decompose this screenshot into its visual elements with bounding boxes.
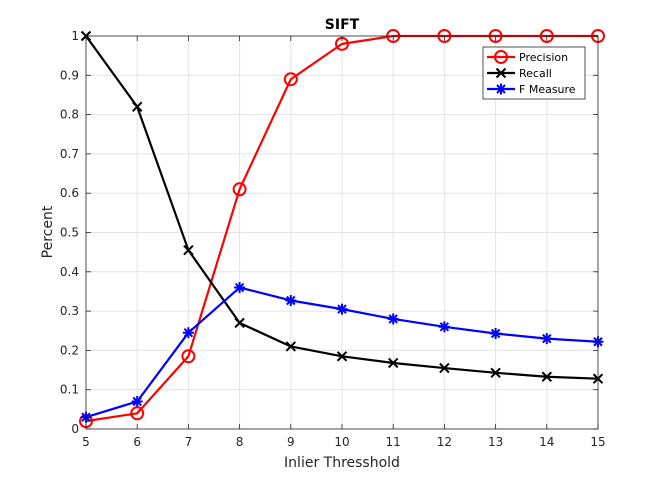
y-tick-label: 0.5 <box>60 226 79 240</box>
legend-entry-f-measure: F Measure <box>487 83 576 96</box>
precision-point <box>283 72 298 87</box>
y-tick-label: 0.2 <box>60 343 79 357</box>
x-tick-label: 6 <box>133 435 141 449</box>
y-tick-label: 0.3 <box>60 304 79 318</box>
legend-label: Precision <box>519 51 568 64</box>
y-tick-label: 0.9 <box>60 68 79 82</box>
x-tick-label: 8 <box>236 435 244 449</box>
y-tick-label: 0.1 <box>60 383 79 397</box>
recall-point <box>234 317 245 329</box>
legend-swatch-marker <box>495 67 507 79</box>
recall-point <box>131 101 143 112</box>
legend-swatch-marker <box>494 50 508 64</box>
x-tick-label: 11 <box>386 435 401 449</box>
x-tick-label: 12 <box>437 435 452 449</box>
recall-point <box>490 367 501 379</box>
recall-point <box>541 371 553 382</box>
recall-point <box>183 244 194 256</box>
x-tick-label: 7 <box>185 435 193 449</box>
y-tick-label: 0.8 <box>60 108 79 122</box>
f-measure-point <box>541 333 553 345</box>
legend-entry-precision: Precision <box>487 50 568 64</box>
recall-point <box>387 357 399 369</box>
legend-label: Recall <box>519 67 552 80</box>
axis-ticks: 5 6 7 8 9 10 11 12 13 14 15 0 0.1 0.2 0.3 0.4 0.5 0.6 0.7 0… <box>60 29 606 449</box>
precision-point <box>232 182 247 197</box>
f-measure-point <box>438 321 450 333</box>
f-measure-point <box>285 294 297 306</box>
x-tick-label: 10 <box>334 435 349 449</box>
x-tick-label: 14 <box>539 435 554 449</box>
y-tick-label: 0.6 <box>60 186 79 200</box>
legend-swatch-marker <box>495 83 507 95</box>
f-measure-point <box>131 395 143 407</box>
legend: Precision Recall F Measure <box>482 46 586 100</box>
x-tick-label: 5 <box>82 435 90 449</box>
f-measure-point <box>490 328 502 340</box>
x-axis-label: Inlier Thresshold <box>284 455 400 471</box>
y-tick-label: 1 <box>71 29 79 43</box>
f-measure-point <box>182 327 194 339</box>
f-measure-point <box>336 303 348 315</box>
recall-point <box>285 341 297 352</box>
recall-point <box>336 351 348 362</box>
chart-title: SIFT <box>325 17 360 33</box>
y-tick-label: 0 <box>71 422 79 436</box>
y-axis-label: Percent <box>40 205 56 258</box>
f-measure-point <box>387 313 399 325</box>
x-tick-label: 9 <box>287 435 295 449</box>
legend-label: F Measure <box>519 83 576 96</box>
x-tick-label: 15 <box>590 435 605 449</box>
precision-point <box>130 406 145 421</box>
recall-point <box>439 362 450 374</box>
precision-point <box>181 349 196 364</box>
y-tick-label: 0.4 <box>60 265 79 279</box>
legend-entry-recall: Recall <box>487 67 552 80</box>
f-measure-point <box>234 282 246 294</box>
x-tick-label: 13 <box>488 435 503 449</box>
y-tick-label: 0.7 <box>60 147 79 161</box>
